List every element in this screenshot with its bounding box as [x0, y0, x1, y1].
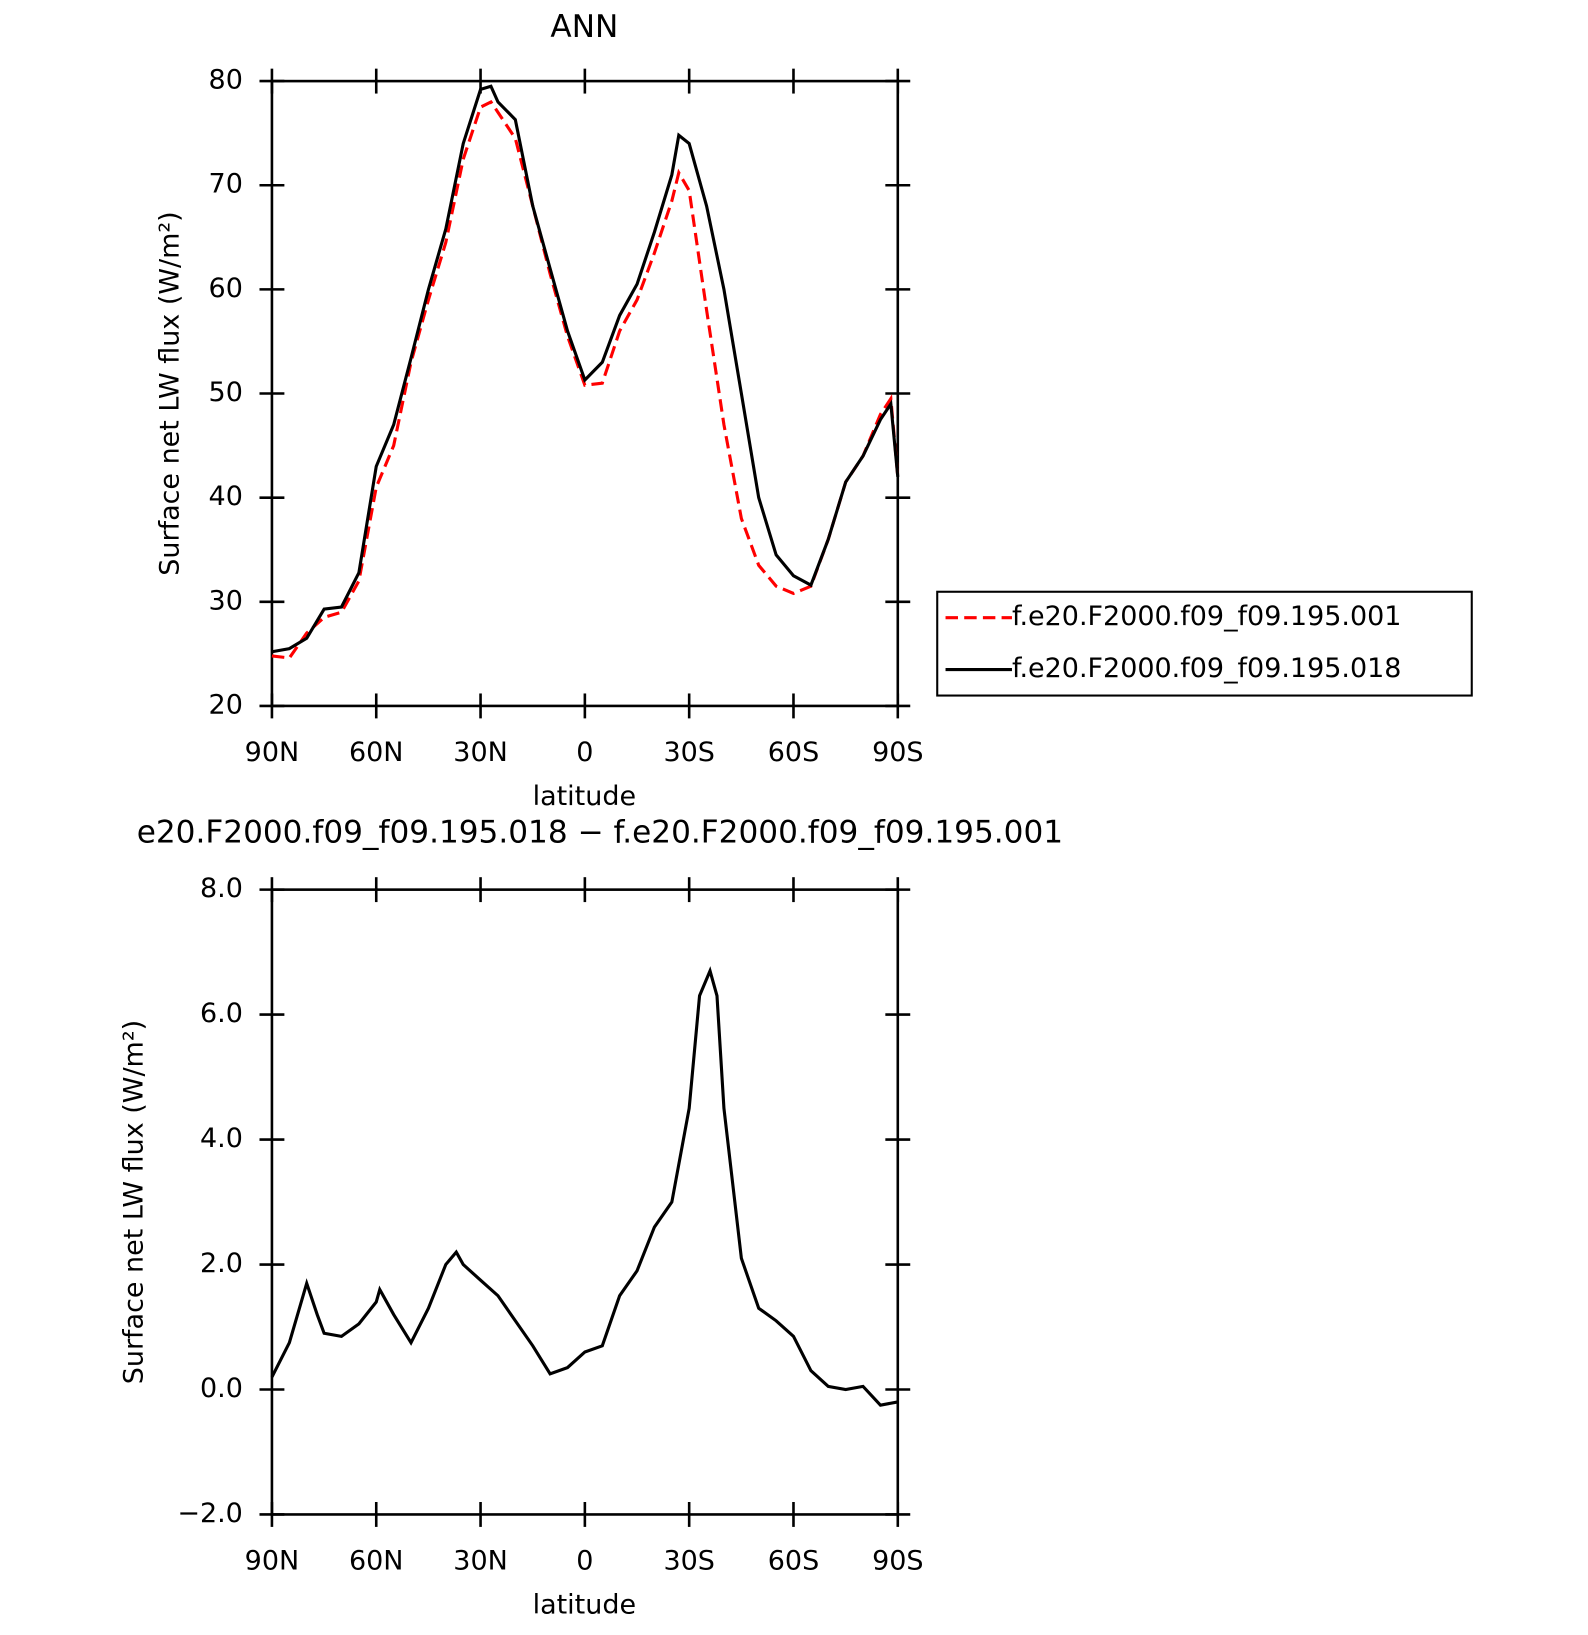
x-tick-label: 0 [576, 1546, 593, 1577]
data-line [271, 99, 900, 660]
chart-title: e20.F2000.f09_f09.195.018 − f.e20.F2000.… [137, 815, 1063, 851]
plot-frame [270, 888, 900, 1516]
x-tick-label: 0 [576, 737, 593, 768]
x-tick-label: 90S [872, 1546, 923, 1577]
x-tick-label: 30S [663, 737, 714, 768]
y-tick-label: 60 [209, 273, 243, 304]
data-line [270, 966, 899, 1407]
x-axis-label: latitude [533, 1589, 636, 1620]
plot-frame [270, 79, 900, 708]
y-tick-label: 70 [209, 169, 243, 200]
data-line [271, 84, 900, 654]
y-axis-label: Surface net LW flux (W/m²) [118, 1020, 149, 1384]
x-tick-label: 30S [663, 1546, 714, 1577]
y-axis-label: Surface net LW flux (W/m²) [155, 211, 186, 575]
y-tick-label: 50 [209, 377, 243, 408]
y-tick-label: 40 [209, 481, 243, 512]
legend-label: f.e20.F2000.f09_f09.195.018 [1012, 653, 1402, 684]
x-tick-label: 90N [245, 737, 299, 768]
y-tick-label: 20 [209, 689, 243, 720]
y-tick-label: 80 [209, 65, 243, 96]
y-tick-label: 4.0 [200, 1123, 243, 1154]
legend-label: f.e20.F2000.f09_f09.195.001 [1012, 601, 1402, 632]
x-tick-label: 60S [768, 1546, 819, 1577]
y-tick-label: 0.0 [200, 1373, 243, 1404]
x-tick-label: 60N [349, 737, 403, 768]
x-axis-label: latitude [533, 781, 636, 812]
y-tick-label: 6.0 [200, 998, 243, 1029]
x-tick-label: 30N [453, 1546, 507, 1577]
legend-box [936, 590, 1473, 697]
x-tick-label: 60N [349, 1546, 403, 1577]
chart-title: ANN [550, 9, 618, 45]
y-tick-label: 2.0 [200, 1248, 243, 1279]
x-tick-label: 60S [768, 737, 819, 768]
x-tick-label: 30N [453, 737, 507, 768]
x-tick-label: 90S [872, 737, 923, 768]
y-tick-label: −2.0 [177, 1498, 243, 1529]
y-tick-label: 8.0 [200, 873, 243, 904]
y-tick-label: 30 [209, 585, 243, 616]
x-tick-label: 90N [245, 1546, 299, 1577]
